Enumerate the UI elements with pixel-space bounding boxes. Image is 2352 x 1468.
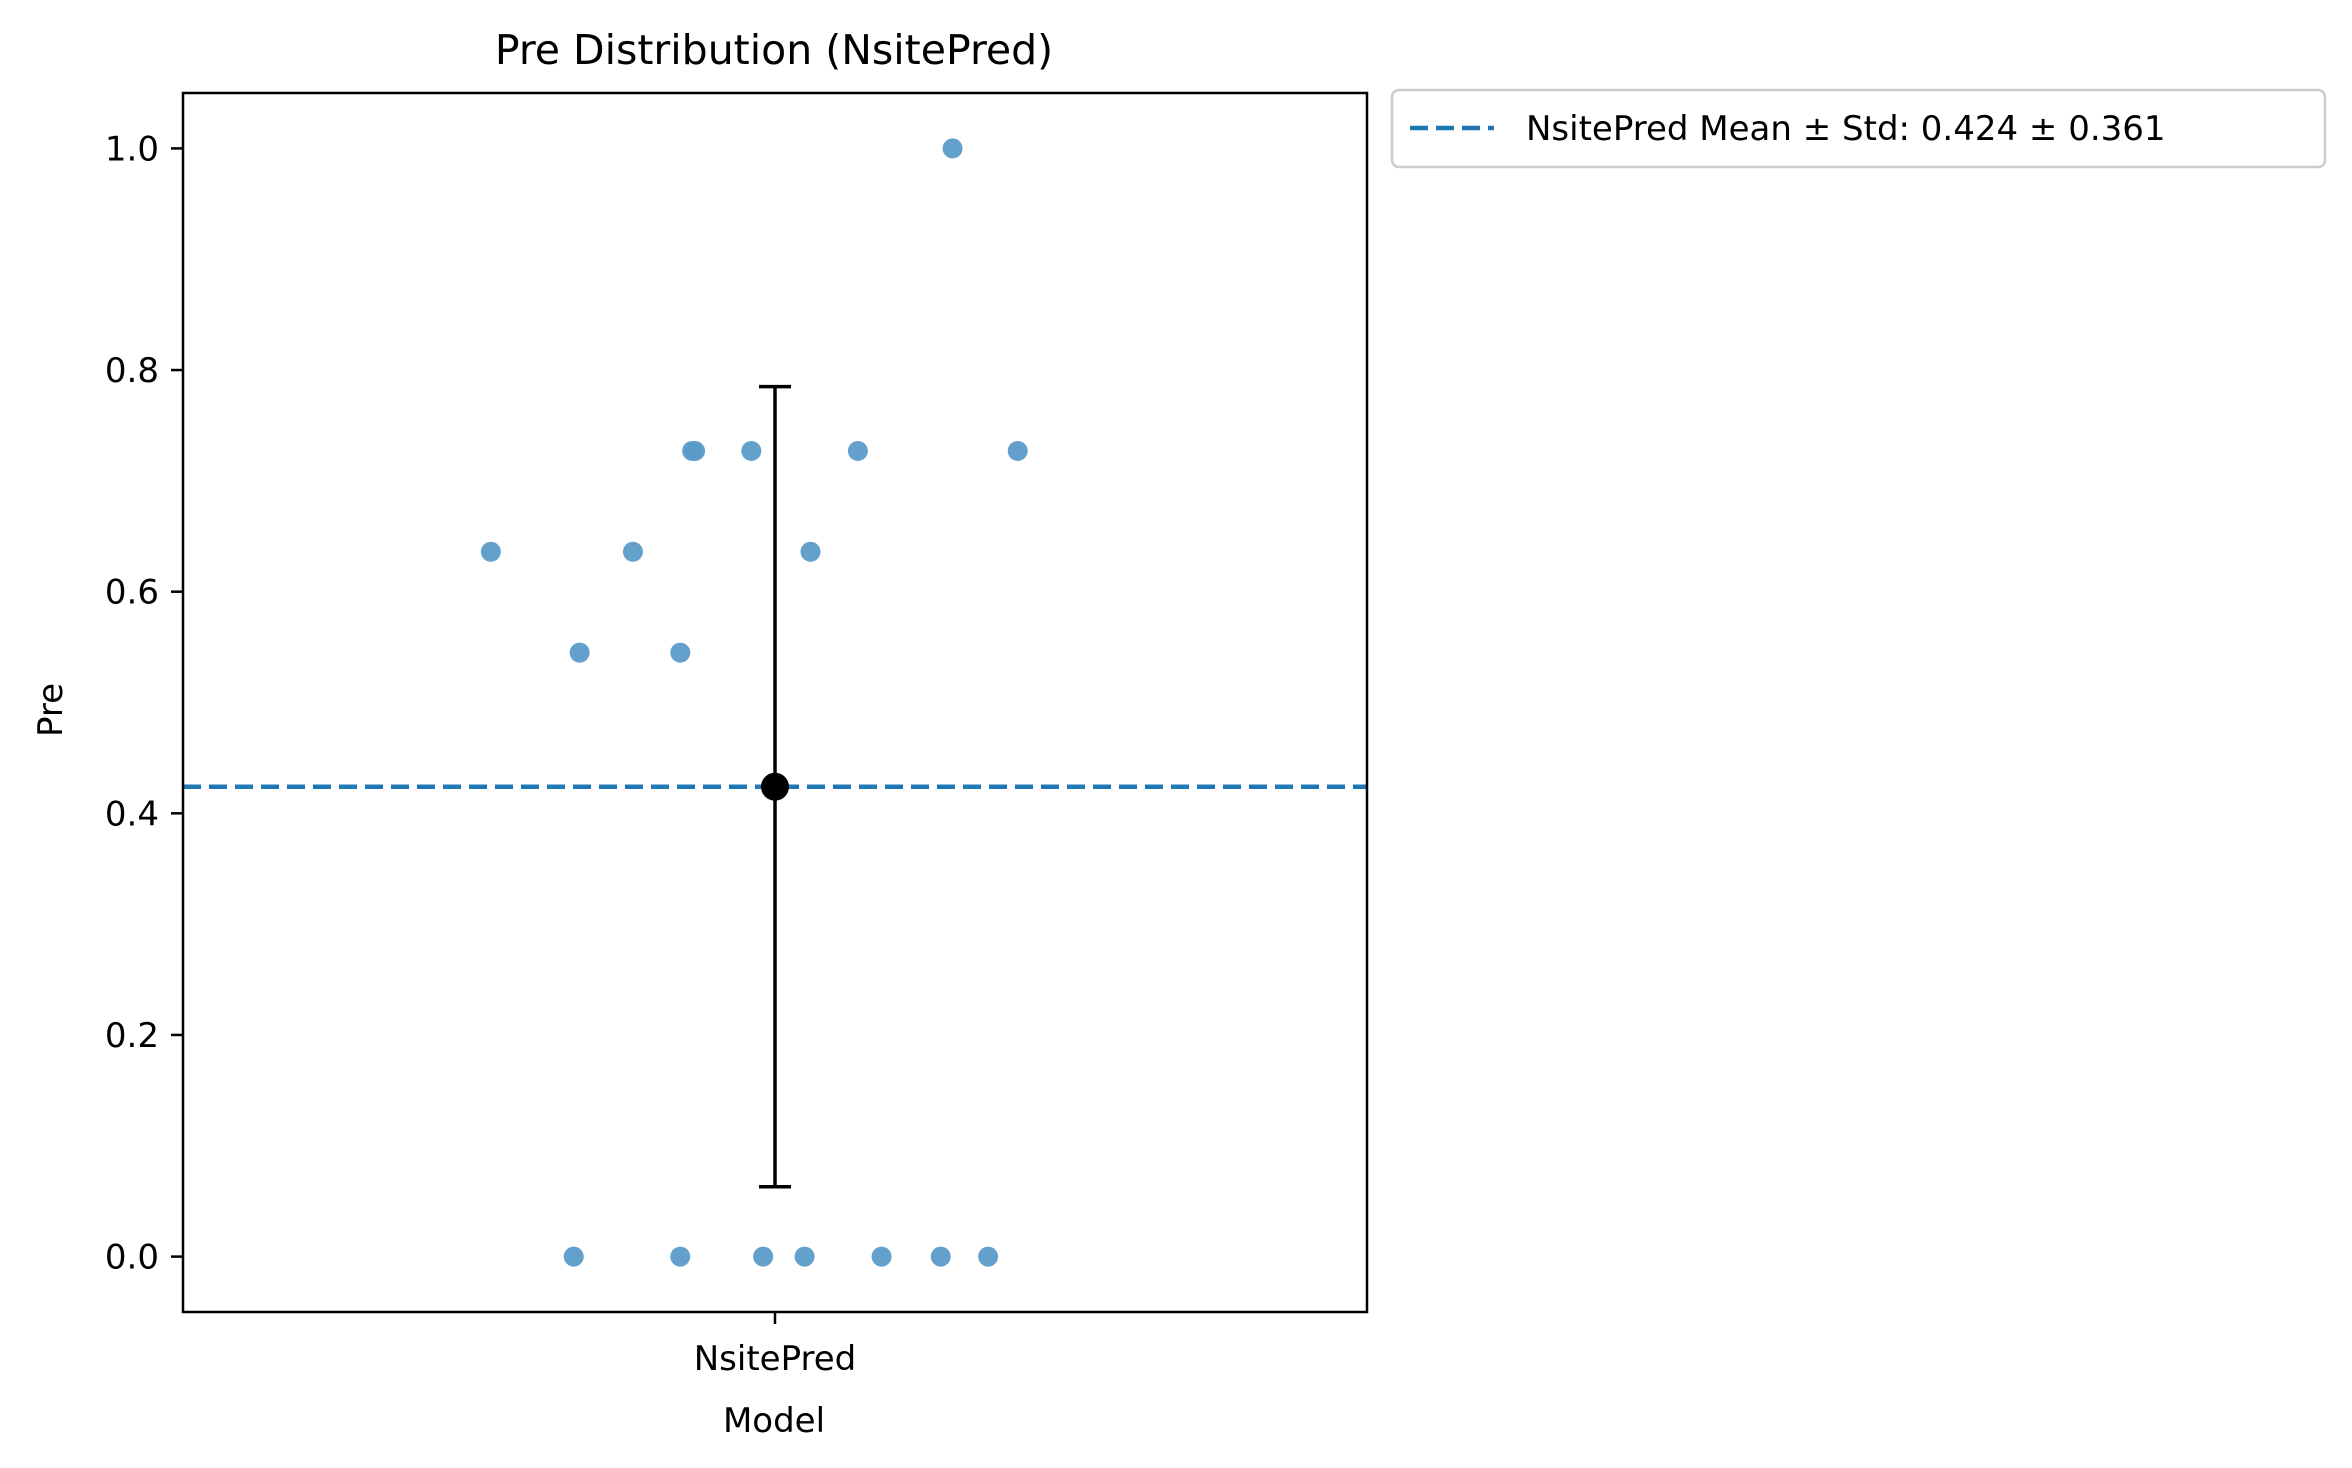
data-point bbox=[563, 1246, 584, 1267]
mean-std-errorbar bbox=[759, 384, 791, 1189]
x-axis-label: Model bbox=[723, 1401, 825, 1441]
data-point bbox=[930, 1246, 951, 1267]
legend: NsitePred Mean ± Std: 0.424 ± 0.361 bbox=[1390, 88, 2327, 169]
data-point bbox=[978, 1246, 999, 1267]
data-point bbox=[685, 440, 706, 461]
y-tick-label: 1.0 bbox=[105, 129, 159, 169]
y-tick-label: 0.0 bbox=[105, 1238, 159, 1278]
y-tick-label: 0.8 bbox=[105, 351, 159, 391]
plot-area bbox=[181, 91, 1369, 1314]
data-point bbox=[794, 1246, 815, 1267]
y-axis-label: Pre bbox=[31, 683, 71, 737]
x-tick-label: NsitePred bbox=[694, 1339, 856, 1379]
data-point bbox=[1007, 440, 1028, 461]
chart-title: Pre Distribution (NsitePred) bbox=[495, 26, 1053, 74]
data-point bbox=[800, 541, 821, 562]
data-point bbox=[622, 541, 643, 562]
y-tick-label: 0.2 bbox=[105, 1016, 159, 1056]
data-point bbox=[741, 440, 762, 461]
y-tick-label: 0.6 bbox=[105, 573, 159, 613]
y-axis: 0.0 0.2 0.4 0.6 0.8 1.0 bbox=[105, 129, 183, 1278]
data-point bbox=[480, 541, 501, 562]
legend-entry-mean-std: NsitePred Mean ± Std: 0.424 ± 0.361 bbox=[1526, 109, 2166, 149]
data-point bbox=[753, 1246, 774, 1267]
data-point bbox=[942, 138, 963, 159]
legend-box bbox=[1390, 88, 2327, 169]
data-point bbox=[569, 642, 590, 663]
y-tick-label: 0.4 bbox=[105, 794, 159, 834]
data-point bbox=[847, 440, 868, 461]
mean-marker bbox=[761, 772, 789, 801]
x-axis: NsitePred bbox=[694, 1312, 856, 1379]
data-point bbox=[670, 1246, 691, 1267]
points-layer bbox=[480, 138, 1028, 1267]
data-point bbox=[670, 642, 691, 663]
data-point bbox=[871, 1246, 892, 1267]
